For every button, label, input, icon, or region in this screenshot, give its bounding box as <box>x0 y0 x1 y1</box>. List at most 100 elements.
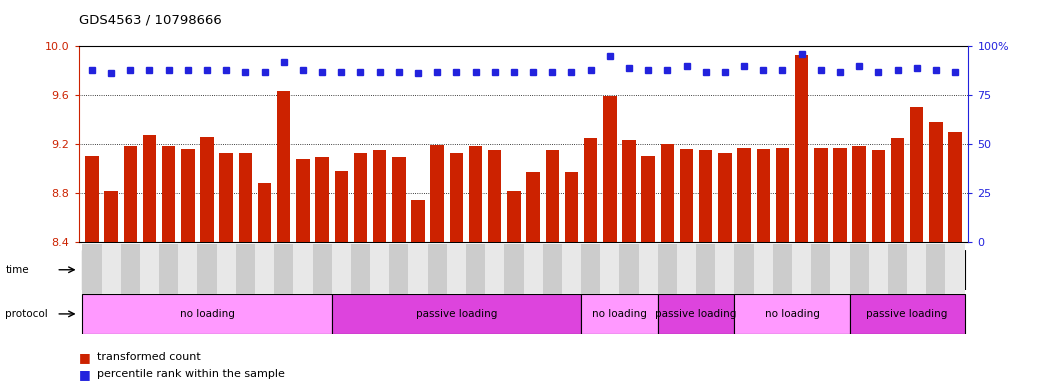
Bar <box>680 149 693 242</box>
Bar <box>447 244 466 294</box>
Bar <box>124 146 137 242</box>
Bar <box>715 244 735 294</box>
Bar <box>542 244 562 294</box>
Bar <box>929 122 942 242</box>
Bar <box>430 145 444 242</box>
Bar <box>735 294 849 334</box>
Bar <box>181 149 195 242</box>
Bar <box>773 244 792 294</box>
Bar <box>852 146 866 242</box>
Bar <box>833 148 847 242</box>
Bar <box>393 157 405 242</box>
Bar <box>642 156 654 242</box>
Bar <box>811 244 830 294</box>
Bar <box>907 244 927 294</box>
Bar <box>527 172 540 242</box>
Bar <box>105 190 118 242</box>
Bar <box>849 244 869 294</box>
Bar <box>581 294 658 334</box>
Bar <box>849 294 964 334</box>
Bar <box>910 107 923 242</box>
Bar <box>888 244 907 294</box>
Bar <box>159 244 178 294</box>
Bar <box>485 244 505 294</box>
Text: 5-8 days: 5-8 days <box>636 265 681 275</box>
Bar <box>370 244 389 294</box>
Bar <box>581 250 735 290</box>
Bar <box>274 244 293 294</box>
Bar <box>255 244 274 294</box>
Text: 9-14 days: 9-14 days <box>824 265 875 275</box>
Bar <box>178 244 198 294</box>
Bar <box>198 244 217 294</box>
Bar <box>411 200 425 242</box>
Bar <box>581 244 600 294</box>
Text: no loading: no loading <box>180 309 235 319</box>
Text: percentile rank within the sample: percentile rank within the sample <box>97 369 285 379</box>
Bar <box>945 244 964 294</box>
Bar <box>754 244 773 294</box>
Bar <box>140 244 159 294</box>
Text: protocol: protocol <box>5 309 48 319</box>
Bar <box>949 132 962 242</box>
Bar <box>658 244 677 294</box>
Bar <box>776 148 789 242</box>
Bar <box>354 152 367 242</box>
Bar <box>85 156 98 242</box>
Bar <box>200 137 214 242</box>
Bar <box>524 244 542 294</box>
Text: passive loading: passive loading <box>655 309 737 319</box>
Bar <box>869 244 888 294</box>
Bar <box>737 148 751 242</box>
Bar <box>891 138 905 242</box>
Bar <box>545 150 559 242</box>
Bar <box>603 96 617 242</box>
Bar <box>469 146 483 242</box>
Bar <box>735 244 754 294</box>
Bar <box>661 144 674 242</box>
Bar <box>871 150 885 242</box>
Text: transformed count: transformed count <box>97 352 201 362</box>
Bar <box>718 152 732 242</box>
Bar <box>332 244 351 294</box>
Bar <box>332 294 581 334</box>
Bar <box>927 244 945 294</box>
Text: passive loading: passive loading <box>867 309 948 319</box>
Bar <box>217 244 236 294</box>
Bar <box>83 250 581 290</box>
Bar <box>584 138 598 242</box>
Bar <box>466 244 485 294</box>
Bar <box>795 55 808 242</box>
Bar <box>757 149 770 242</box>
Bar <box>449 152 463 242</box>
Bar <box>162 146 176 242</box>
Bar <box>562 244 581 294</box>
Bar <box>239 152 252 242</box>
Bar <box>620 244 639 294</box>
Bar <box>507 190 520 242</box>
Text: time: time <box>5 265 29 275</box>
Bar <box>293 244 312 294</box>
Bar <box>335 171 348 242</box>
Bar <box>296 159 310 242</box>
Bar <box>564 172 578 242</box>
Bar <box>277 91 290 242</box>
Bar <box>815 148 827 242</box>
Bar <box>696 244 715 294</box>
Bar <box>142 136 156 242</box>
Bar <box>236 244 255 294</box>
Bar <box>120 244 140 294</box>
Bar <box>315 157 329 242</box>
Bar <box>639 244 658 294</box>
Bar <box>102 244 120 294</box>
Bar <box>220 152 232 242</box>
Text: ■: ■ <box>79 368 94 381</box>
Bar <box>373 150 386 242</box>
Text: GDS4563 / 10798666: GDS4563 / 10798666 <box>79 14 221 27</box>
Bar <box>488 150 502 242</box>
Text: 6 hours - 4 days: 6 hours - 4 days <box>290 265 374 275</box>
Bar <box>792 244 811 294</box>
Bar <box>677 244 696 294</box>
Bar <box>427 244 447 294</box>
Bar <box>351 244 370 294</box>
